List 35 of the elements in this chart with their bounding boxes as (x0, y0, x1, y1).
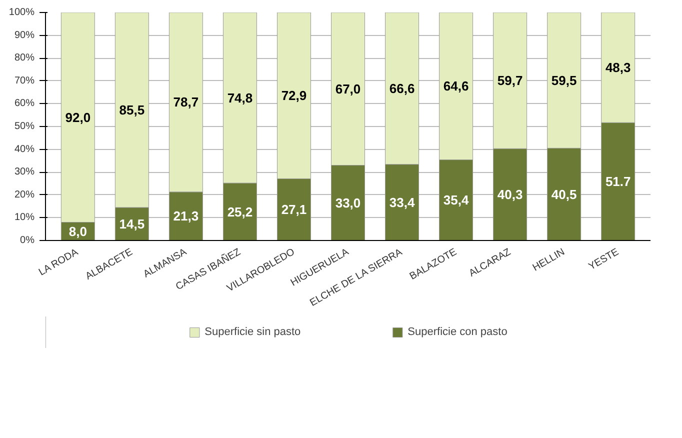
data-label: 35,4 (443, 192, 470, 208)
data-label: 27,1 (281, 202, 307, 218)
data-label: 66,6 (389, 80, 415, 96)
data-label: 25,2 (227, 204, 253, 220)
y-tick-label: 20% (14, 189, 35, 200)
data-label: 8,0 (68, 224, 87, 239)
data-label: 40,5 (551, 186, 577, 202)
y-tick-label: 60% (14, 98, 35, 110)
y-tick-label: 80% (14, 52, 35, 64)
data-label: 48,3 (605, 60, 631, 76)
data-label: 78,7 (173, 94, 199, 110)
data-label: 59,5 (551, 72, 577, 88)
data-label: 92,0 (65, 110, 91, 125)
data-label: 74,8 (227, 90, 253, 106)
data-label: 85,5 (119, 102, 145, 118)
legend-label: Superficie sin pasto (204, 326, 301, 338)
y-tick-label: 30% (14, 166, 35, 178)
data-label: 40,3 (497, 187, 523, 202)
y-tick-label: 40% (14, 144, 35, 155)
legend-label: Superficie con pasto (408, 326, 508, 338)
y-tick-label: 100% (8, 7, 35, 18)
y-tick-label: 90% (14, 30, 35, 41)
y-tick-label: 70% (14, 75, 35, 86)
data-label: 72,9 (281, 88, 307, 104)
y-tick-label: 50% (14, 121, 35, 132)
data-label: 33,4 (389, 194, 416, 210)
data-label: 21,3 (173, 208, 199, 224)
data-label: 64,6 (443, 78, 469, 94)
data-label: 33,0 (335, 195, 361, 210)
data-label: 51.7 (605, 174, 631, 190)
data-label: 67,0 (335, 81, 361, 96)
data-label: 14,5 (119, 216, 145, 232)
data-label: 59,7 (497, 73, 523, 88)
y-tick-label: 10% (14, 212, 35, 224)
y-tick-label: 0% (20, 235, 35, 246)
